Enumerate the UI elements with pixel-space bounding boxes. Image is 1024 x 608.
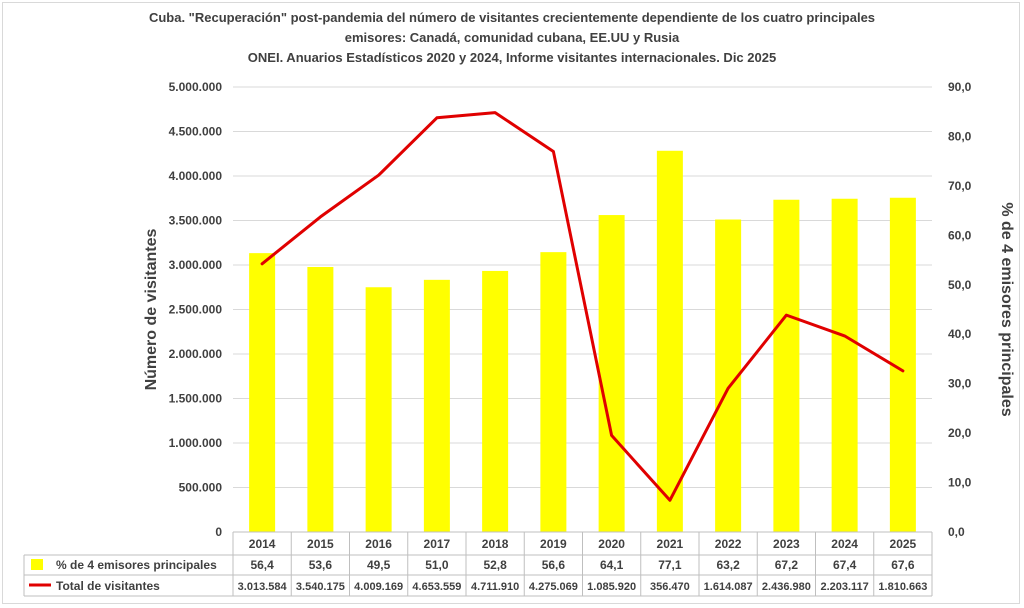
right-tick-label: 20,0 <box>948 426 972 440</box>
axes: 0 500.000 1.000.000 1.500.000 2.000.000 2.500… <box>143 80 1015 539</box>
left-tick-label: 0 <box>215 525 222 539</box>
left-tick-label: 3.000.000 <box>169 258 223 272</box>
table-value: 52,8 <box>483 558 507 572</box>
left-tick-label: 2.500.000 <box>169 303 223 317</box>
table-value: 67,4 <box>833 558 857 572</box>
left-tick-label: 1.000.000 <box>169 436 223 450</box>
table-value: 67,6 <box>891 558 915 572</box>
right-axis-title: % de 4 emisores principales <box>998 202 1015 416</box>
category-label: 2018 <box>482 537 509 551</box>
table-value: 67,2 <box>775 558 799 572</box>
line-series <box>260 111 905 502</box>
table-value: 49,5 <box>367 558 391 572</box>
table-value: 56,4 <box>250 558 274 572</box>
bar <box>423 279 450 532</box>
table-value: 53,6 <box>309 558 333 572</box>
category-label: 2017 <box>424 537 451 551</box>
category-label: 2021 <box>657 537 684 551</box>
table-value: 4.711.910 <box>471 581 519 593</box>
bar <box>482 270 509 532</box>
table-value: 4.275.069 <box>529 581 578 593</box>
category-label: 2014 <box>249 537 276 551</box>
legend-label: Total de visitantes <box>56 579 160 593</box>
legend-swatch-bar <box>31 559 43 570</box>
bar <box>249 253 276 532</box>
table-value: 2.203.117 <box>820 581 868 593</box>
right-tick-label: 90,0 <box>948 80 972 94</box>
left-tick-label: 1.500.000 <box>169 392 223 406</box>
category-label: 2024 <box>831 537 858 551</box>
table-value: 64,1 <box>600 558 624 572</box>
right-tick-label: 10,0 <box>948 476 972 490</box>
chart-title: Cuba. "Recuperación" post-pandemia del n… <box>149 10 875 65</box>
left-tick-label: 4.000.000 <box>169 169 223 183</box>
category-label: 2023 <box>773 537 800 551</box>
bar <box>773 199 800 532</box>
visitors-line <box>260 111 905 502</box>
table-value: 4.009.169 <box>354 581 403 593</box>
chart-title-line: Cuba. "Recuperación" post-pandemia del n… <box>149 10 875 25</box>
category-label: 2025 <box>890 537 917 551</box>
left-tick-label: 500.000 <box>179 481 223 495</box>
bar <box>540 252 567 532</box>
right-tick-label: 0,0 <box>948 525 965 539</box>
right-tick-label: 60,0 <box>948 228 972 242</box>
category-label: 2016 <box>365 537 392 551</box>
right-tick-label: 70,0 <box>948 179 972 193</box>
left-tick-label: 4.500.000 <box>169 125 223 139</box>
bar-series <box>249 150 916 533</box>
legend-label: % de 4 emisores principales <box>56 558 217 572</box>
bar <box>656 150 683 533</box>
table-value: 1.614.087 <box>704 581 753 593</box>
table-value: 1.085.920 <box>587 581 636 593</box>
chart-title-line: emisores: Canadá, comunidad cubana, EE.U… <box>345 30 680 45</box>
right-tick-label: 80,0 <box>948 129 972 143</box>
right-tick-label: 30,0 <box>948 377 972 391</box>
right-tick-label: 40,0 <box>948 327 972 341</box>
bar <box>598 215 625 533</box>
left-tick-label: 3.500.000 <box>169 214 223 228</box>
category-label: 2022 <box>715 537 742 551</box>
table-value: 1.810.663 <box>878 581 927 593</box>
left-axis-title: Número de visitantes <box>143 228 160 390</box>
gridlines <box>233 86 932 533</box>
table-value: 77,1 <box>658 558 682 572</box>
left-tick-label: 5.000.000 <box>169 80 223 94</box>
bar <box>307 266 334 532</box>
table-value: 63,2 <box>716 558 740 572</box>
table-value: 51,0 <box>425 558 449 572</box>
category-label: 2019 <box>540 537 567 551</box>
right-tick-label: 50,0 <box>948 278 972 292</box>
bar <box>831 198 858 532</box>
bar <box>365 287 392 532</box>
table-value: 56,6 <box>542 558 566 572</box>
left-tick-label: 2.000.000 <box>169 347 223 361</box>
table-value: 3.013.584 <box>238 581 288 593</box>
table-value: 4.653.559 <box>412 581 461 593</box>
table-value: 356.470 <box>650 581 690 593</box>
table-value: 3.540.175 <box>296 581 345 593</box>
data-table: 2014 2015 2016 2017 2018 2019 2020 2021 2022 2023… <box>23 531 933 597</box>
category-label: 2015 <box>307 537 334 551</box>
category-label: 2020 <box>598 537 625 551</box>
table-value: 2.436.980 <box>762 581 811 593</box>
chart-title-line: ONEI. Anuarios Estadísticos 2020 y 2024,… <box>248 50 776 65</box>
